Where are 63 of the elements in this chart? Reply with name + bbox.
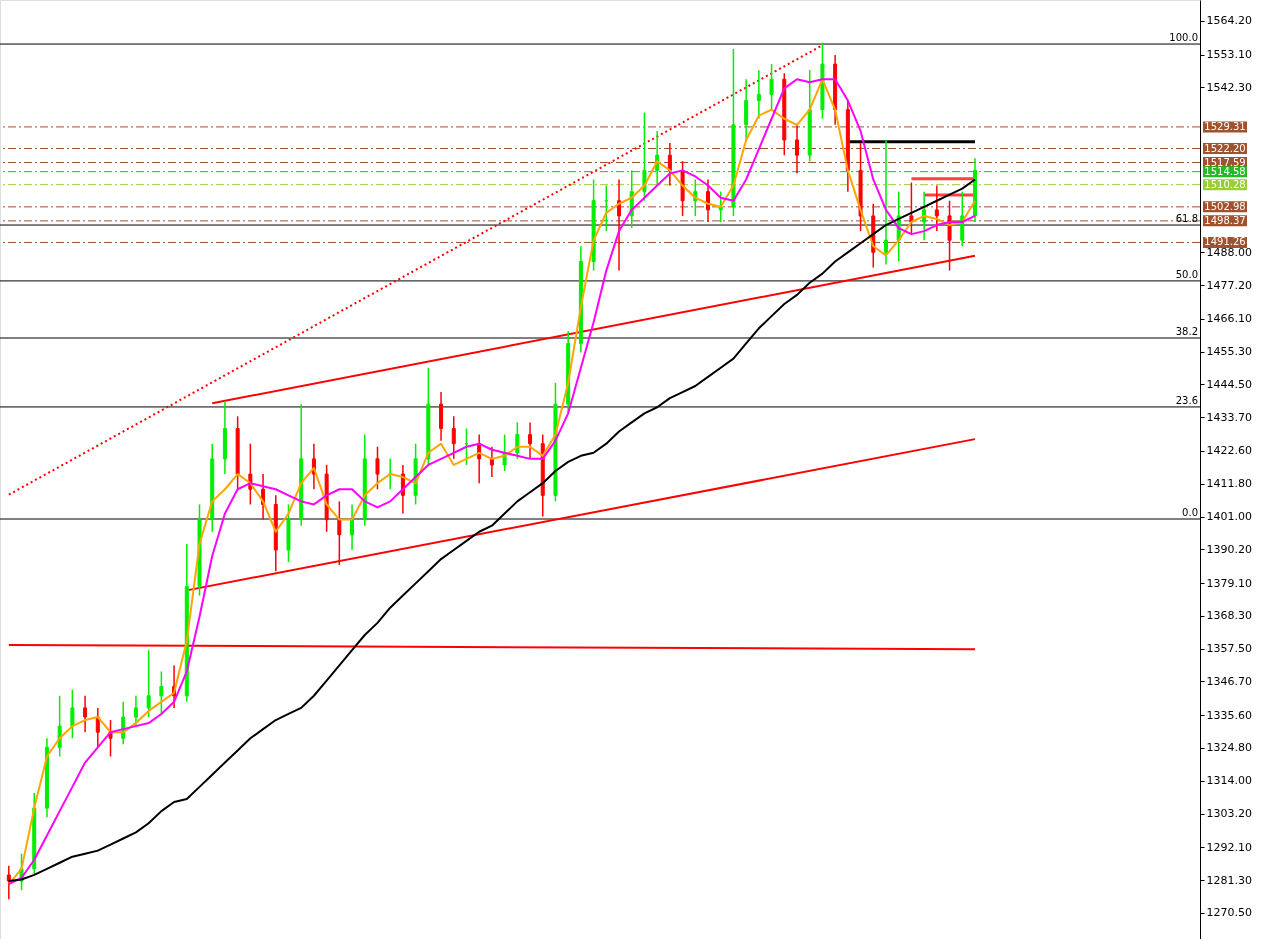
y-tick-label: 1379.10 bbox=[1206, 576, 1252, 590]
y-tick-label: 1542.30 bbox=[1206, 80, 1252, 94]
candlestick bbox=[108, 719, 113, 758]
y-tick-label: 1346.70 bbox=[1206, 674, 1252, 688]
annotation: 61.8 bbox=[1175, 213, 1198, 225]
ref-line-label: 1502.98 bbox=[1204, 200, 1246, 212]
annotation: 100.0 bbox=[1169, 32, 1198, 44]
y-tick-label: 1433.70 bbox=[1206, 410, 1252, 424]
candlestick bbox=[795, 124, 799, 175]
annotation: 38.2 bbox=[1175, 326, 1198, 337]
candlestick bbox=[375, 445, 380, 490]
candlestick bbox=[528, 421, 533, 460]
candlestick bbox=[146, 649, 151, 718]
candlestick bbox=[6, 865, 11, 900]
candlestick bbox=[451, 415, 456, 460]
y-tick-label: 1303.20 bbox=[1206, 807, 1252, 821]
candlestick bbox=[922, 190, 927, 241]
candlestick bbox=[337, 500, 342, 566]
y-tick-label: 1401.00 bbox=[1206, 510, 1252, 524]
y-tick-label: 1422.60 bbox=[1206, 444, 1252, 458]
ref-line-label: 1491.26 bbox=[1204, 236, 1246, 248]
y-tick-label: 1357.50 bbox=[1206, 642, 1252, 656]
candlestick bbox=[489, 445, 494, 478]
annotation: 50.0 bbox=[1175, 268, 1198, 280]
ref-line-label: 1510.28 bbox=[1204, 178, 1246, 190]
candlestick bbox=[756, 69, 761, 120]
candlestick bbox=[934, 184, 939, 232]
y-tick-label: 1477.20 bbox=[1206, 278, 1252, 292]
candlestick bbox=[667, 142, 672, 187]
y-tick-label: 1553.10 bbox=[1206, 48, 1252, 62]
candlestick bbox=[642, 111, 647, 202]
annotation: 0.0 bbox=[1182, 507, 1198, 518]
ref-line-label: 1529.31 bbox=[1204, 120, 1246, 132]
candlestick bbox=[133, 695, 138, 727]
candlestick bbox=[502, 433, 507, 472]
y-tick-label: 1270.50 bbox=[1206, 906, 1252, 920]
y-tick-label: 1411.80 bbox=[1206, 477, 1252, 491]
y-tick-label: 1390.20 bbox=[1206, 542, 1252, 556]
y-tick-label: 1314.00 bbox=[1206, 774, 1252, 788]
candlestick bbox=[617, 178, 622, 272]
y-tick-label: 1324.80 bbox=[1206, 741, 1252, 755]
ref-line-label: 1522.20 bbox=[1204, 142, 1246, 154]
candlestick bbox=[769, 63, 774, 111]
ref-line-label: 1517.59 bbox=[1204, 156, 1246, 168]
candlestick bbox=[883, 139, 888, 266]
candlestick bbox=[909, 181, 914, 235]
candlestick bbox=[159, 670, 164, 715]
y-tick-label: 1335.60 bbox=[1206, 708, 1252, 722]
candlestick bbox=[57, 695, 62, 758]
y-tick-label: 1488.00 bbox=[1206, 245, 1252, 259]
y-tick-label: 1455.30 bbox=[1206, 345, 1252, 359]
y-tick-label: 1564.20 bbox=[1206, 14, 1252, 28]
candlestick bbox=[83, 695, 88, 733]
annotation: 23.6 bbox=[1175, 394, 1198, 406]
y-tick-label: 1292.10 bbox=[1206, 840, 1252, 854]
y-tick-label: 1368.30 bbox=[1206, 609, 1252, 623]
ref-line-label: 1514.58 bbox=[1204, 165, 1246, 177]
y-tick-label: 1281.30 bbox=[1206, 873, 1252, 887]
candlestick bbox=[350, 503, 355, 551]
y-tick-label: 1444.50 bbox=[1206, 377, 1252, 391]
y-tick-label: 1466.10 bbox=[1206, 312, 1252, 326]
candlestick bbox=[70, 688, 75, 740]
ref-line-label: 1498.37 bbox=[1204, 214, 1246, 226]
